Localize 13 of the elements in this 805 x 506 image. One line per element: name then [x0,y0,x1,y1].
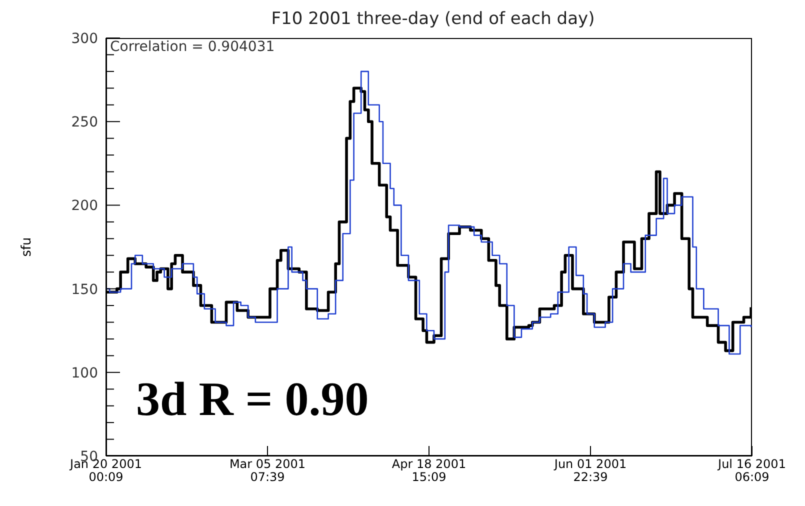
x-tick-label: Jul 16 2001 06:09 [717,457,786,484]
y-tick-label: 100 [71,365,98,382]
y-tick-label: 200 [71,198,98,214]
y-axis-title: sfu [20,237,35,257]
annotation: Correlation = 0.904031 [110,39,275,55]
chart-title: F10 2001 three-day (end of each day) [270,8,596,30]
x-tick-label: Jun 01 2001 22:39 [553,457,627,484]
annotation: 3d R = 0.90 [136,372,369,427]
y-tick-label: 150 [71,282,98,298]
x-tick-label: Mar 05 2001 07:39 [229,457,306,484]
x-tick-label: Apr 18 2001 15:09 [392,457,466,484]
y-tick-label: 250 [71,114,98,131]
y-tick-label: 300 [71,31,98,47]
